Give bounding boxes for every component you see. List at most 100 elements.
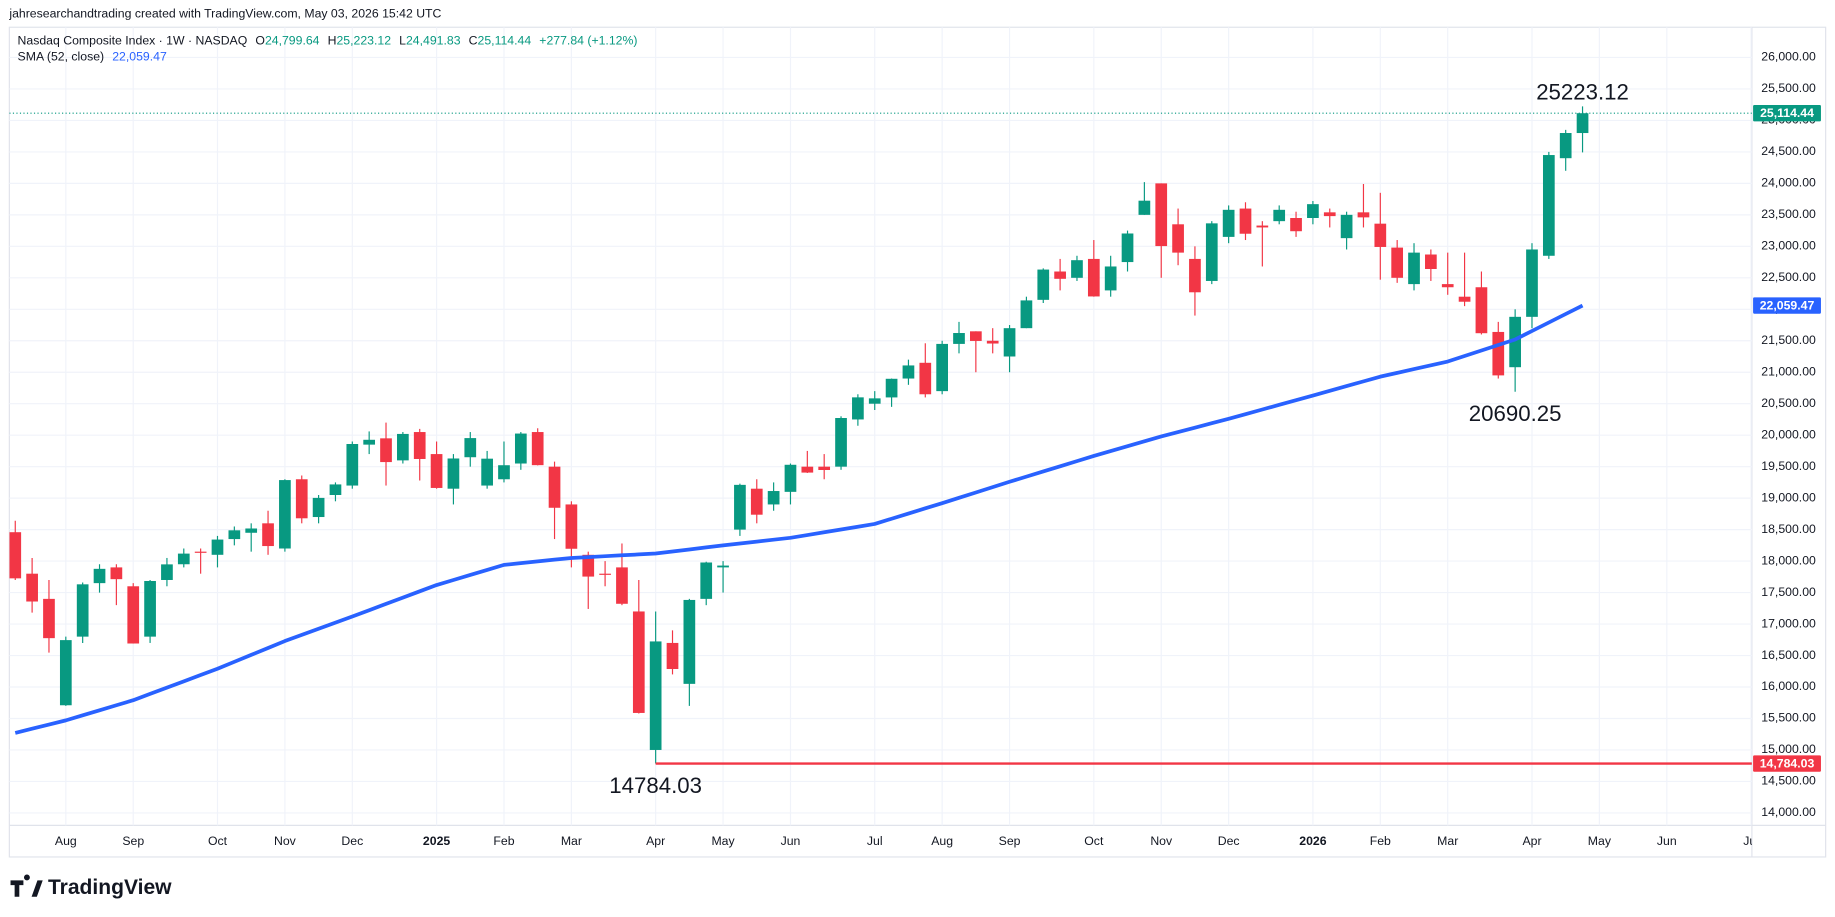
x-tick-label: Aug [55,834,77,848]
candle-body [211,539,224,555]
y-tick-label: 17,000.00 [1761,616,1816,630]
candle-body [1374,223,1387,247]
candle-body [1087,258,1100,297]
y-tick-label: 18,000.00 [1761,553,1816,567]
candle-body [93,568,106,584]
x-tick-label: Jun [1657,834,1677,848]
price-tags: 25,114.44 22,059.47 14,784.03 [1753,105,1821,772]
legend-open: 24,799.64 [265,34,320,48]
candle-body [531,432,544,466]
legend-sma-value: 22,059.47 [112,50,167,64]
y-tick-label: 16,000.00 [1761,679,1816,693]
candle-body [1003,328,1016,357]
y-tick-label: 17,500.00 [1761,585,1816,599]
candle-body [1492,331,1505,376]
candle-body [177,553,190,565]
candle-body [885,378,898,398]
candle-body [245,528,258,533]
candle-body [1307,204,1319,219]
candle-body [312,497,325,518]
candle-body [868,398,881,404]
x-tick-label: Dec [341,834,363,848]
header: jahresearchandtrading created with Tradi… [8,7,441,21]
candle-body [1391,247,1404,278]
y-tick-label: 19,000.00 [1761,490,1816,504]
candle-body [1020,300,1033,329]
candle-body [750,488,763,515]
candle-body [1357,212,1370,218]
candle-body [363,439,376,445]
grid [9,27,1752,826]
candle-body [919,362,932,395]
candle-body [1290,218,1302,232]
candle-body [498,465,510,480]
candle-body [1037,269,1050,300]
candle-body [1323,212,1336,217]
x-tick-label: Jul [867,834,883,848]
y-tick-label: 24,000.00 [1761,176,1816,190]
candle-body [1559,133,1572,159]
support-price-tag-bg [1753,755,1821,772]
candle-body [110,567,123,580]
candle-body [970,331,982,341]
sma-price-tag-bg [1753,297,1821,314]
candle-body [1205,223,1218,281]
support-price-tag: 14,784.03 [1760,756,1815,770]
last-price-tag: 25,114.44 [1760,106,1814,120]
x-tick-label: 2025 [423,834,450,848]
candle-body [582,554,595,577]
y-tick-label: 22,500.00 [1761,270,1816,284]
x-tick-label: Aug [931,834,953,848]
candle-body [565,504,578,549]
y-tick-label: 21,000.00 [1761,364,1816,378]
candle-body [262,523,274,547]
candle-body [1054,271,1066,279]
legend-high-label: H [328,34,337,48]
candle-body [801,466,814,473]
candle-body [43,598,55,639]
candle-body [127,586,140,644]
last-price-tag-bg [1753,105,1821,122]
candle-body [1189,258,1201,293]
candle-body [1340,214,1353,239]
candle-body [447,458,460,489]
y-tick-label: 21,500.00 [1761,333,1816,347]
sma-price-tag: 22,059.47 [1760,298,1815,312]
x-tick-label: Mar [561,834,582,848]
candle-body [1475,287,1488,334]
x-tick-label: May [711,834,735,848]
candle-body [1509,316,1521,368]
x-tick-label: Nov [1150,834,1173,848]
candle-body [1121,233,1134,263]
candle-body [649,641,662,750]
x-tick-label: May [1588,834,1612,848]
candle-body [1526,249,1538,317]
candle-body [430,454,443,488]
x-tick-label: Sep [999,834,1021,848]
legend-low: 24,491.83 [406,34,461,48]
candle-body [548,466,561,508]
candle-body [852,397,864,420]
candle-body [953,333,965,344]
y-tick-label: 14,500.00 [1761,774,1816,788]
time-axis: Aug Sep Oct Nov Dec 2025 Feb Mar Apr May Jun Jul Aug… [55,834,1752,848]
x-tick-label: Mar [1437,834,1458,848]
candle-body [767,491,780,505]
plot-area [9,106,1752,765]
legend-main: Nasdaq Composite Index · 1W · NASDAQ O24… [18,34,638,48]
y-tick-label: 16,500.00 [1761,648,1816,662]
candle-body [902,365,915,379]
candle-body [514,433,527,464]
y-tick-label: 14,000.00 [1761,805,1816,819]
candle-body [481,458,493,486]
x-tick-label: Feb [1370,834,1391,848]
candle-body [717,565,729,568]
y-tick-label: 18,500.00 [1761,522,1816,536]
candle-body [1104,266,1117,291]
candle-body [380,438,392,463]
y-tick-label: 23,000.00 [1761,239,1816,253]
y-tick-label: 20,000.00 [1761,427,1816,441]
candle-body [346,444,359,486]
candle-body [329,484,342,495]
